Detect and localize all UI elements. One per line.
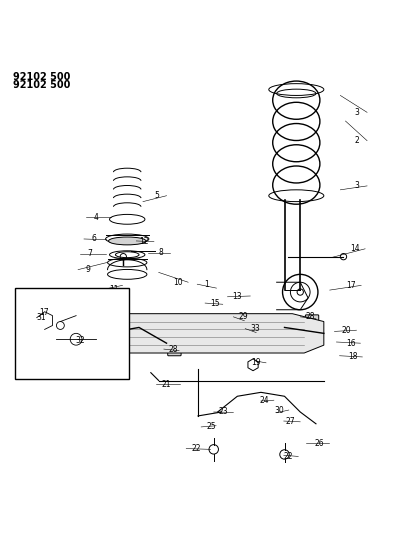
Text: 17: 17 [39, 308, 49, 317]
Text: 31: 31 [37, 312, 46, 321]
Text: 7: 7 [88, 249, 92, 259]
Text: 16: 16 [346, 338, 355, 348]
Text: 20: 20 [342, 326, 352, 335]
Text: 92102 500: 92102 500 [13, 72, 70, 82]
Text: 22: 22 [191, 444, 201, 453]
Text: 4: 4 [93, 213, 98, 222]
Circle shape [209, 445, 219, 454]
Text: 24: 24 [259, 395, 269, 405]
Text: 26: 26 [314, 439, 324, 448]
Circle shape [297, 289, 303, 295]
Text: 28: 28 [305, 312, 315, 321]
Text: 33: 33 [250, 324, 260, 333]
Text: 30: 30 [274, 406, 284, 415]
FancyBboxPatch shape [305, 315, 319, 324]
Text: 3: 3 [355, 181, 360, 190]
Text: 17: 17 [60, 307, 70, 316]
Text: 14: 14 [350, 244, 360, 253]
Text: 25: 25 [206, 423, 216, 431]
FancyBboxPatch shape [15, 288, 129, 378]
Circle shape [280, 450, 289, 459]
Text: 8: 8 [158, 248, 163, 257]
Text: 13: 13 [232, 292, 242, 301]
Text: 19: 19 [251, 358, 261, 367]
Text: 23: 23 [219, 408, 228, 416]
Text: 17: 17 [346, 281, 356, 290]
Text: 1: 1 [205, 280, 209, 289]
Text: 9: 9 [86, 265, 90, 274]
Text: 10: 10 [173, 278, 183, 287]
Text: 28: 28 [169, 344, 178, 353]
Text: 32: 32 [75, 335, 85, 344]
Text: 6: 6 [91, 235, 96, 244]
Text: 92102 500: 92102 500 [13, 80, 70, 90]
Polygon shape [80, 314, 324, 353]
Text: 29: 29 [238, 312, 248, 321]
Text: 2: 2 [355, 136, 360, 145]
Text: 22: 22 [284, 452, 293, 461]
Text: 3: 3 [355, 108, 360, 117]
Text: 21: 21 [161, 380, 171, 389]
Text: 31: 31 [37, 313, 46, 322]
Text: 30: 30 [102, 344, 112, 353]
Text: 18: 18 [348, 352, 357, 361]
Text: 15: 15 [210, 298, 220, 308]
Ellipse shape [109, 237, 146, 245]
Text: 27: 27 [286, 417, 295, 426]
FancyBboxPatch shape [168, 346, 181, 356]
Text: 32: 32 [75, 336, 85, 344]
Text: 5: 5 [154, 191, 159, 200]
Text: 12: 12 [139, 237, 149, 246]
Text: 11: 11 [109, 285, 118, 294]
Circle shape [340, 254, 346, 260]
